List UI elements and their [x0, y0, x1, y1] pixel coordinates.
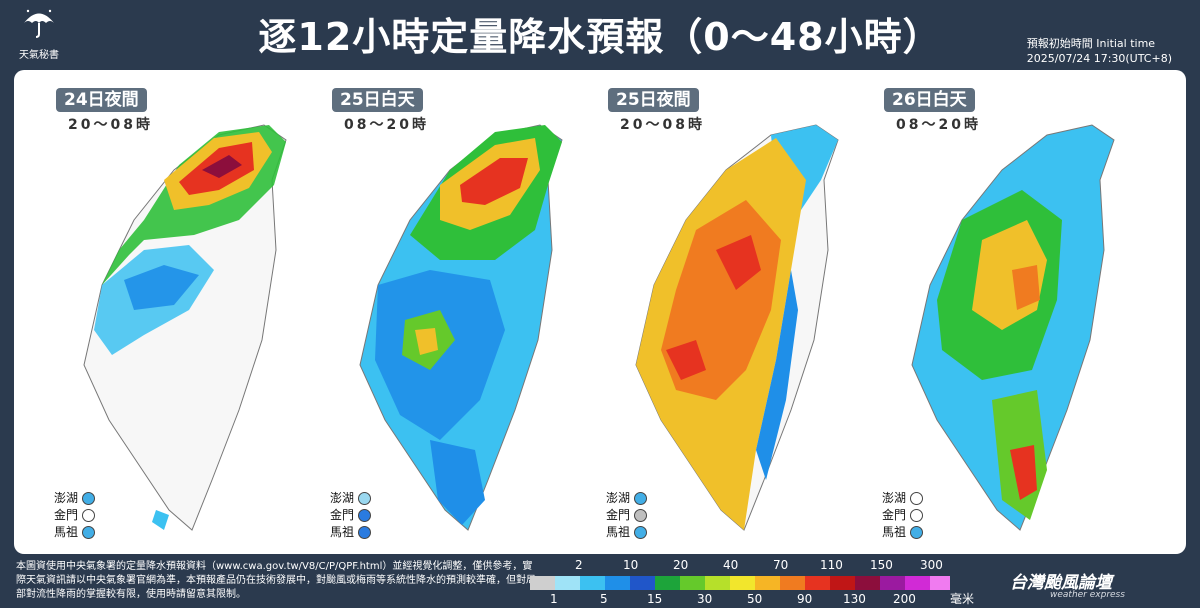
outlying-islands: 澎湖 金門 馬祖 — [54, 490, 96, 541]
map-panel: 24日夜間 20～08時 澎湖 金門 馬祖 25日白天 08～20時 — [14, 70, 1186, 554]
island-row: 澎湖 — [606, 490, 648, 507]
island-name: 澎湖 — [54, 491, 79, 505]
map-time: 20～08時 — [620, 117, 705, 133]
brand-name: 台灣颱風論壇 — [1010, 573, 1112, 593]
island-dot — [358, 526, 372, 539]
island-name: 金門 — [330, 508, 355, 522]
brand-sub: weather express — [1050, 590, 1125, 600]
disclaimer: 本圖資使用中央氣象署的定量降水預報資料（www.cwa.gov.tw/V8/C/… — [16, 561, 536, 600]
island-name: 馬祖 — [330, 525, 355, 539]
island-name: 澎湖 — [330, 491, 355, 505]
legend-bottom-label: 130 — [843, 592, 866, 606]
island-name: 金門 — [606, 508, 631, 522]
umbrella-icon — [24, 9, 54, 38]
island-row: 馬祖 — [606, 524, 648, 541]
island-row: 馬祖 — [330, 524, 372, 541]
island-name: 馬祖 — [54, 525, 79, 539]
legend-bottom-label: 50 — [747, 592, 763, 606]
island-name: 金門 — [882, 508, 907, 522]
island-name: 澎湖 — [606, 491, 631, 505]
island-row: 澎湖 — [54, 490, 96, 507]
logo: 天氣秘書 — [14, 6, 64, 64]
outlying-islands: 澎湖 金門 馬祖 — [882, 490, 924, 541]
island-row: 金門 — [882, 507, 924, 524]
island-dot — [910, 509, 924, 522]
legend-top-label: 2 — [575, 558, 583, 572]
header: 天氣秘書 逐12小時定量降水預報（0～48小時） 預報初始時間 Initial … — [0, 0, 1200, 70]
forecast-map-3: 25日夜間 20～08時 澎湖 金門 馬祖 — [566, 70, 841, 554]
legend-colorbar — [530, 576, 950, 590]
island-row: 金門 — [54, 507, 96, 524]
island-dot — [634, 492, 648, 505]
taiwan-rainfall-map — [83, 124, 287, 531]
forecast-map-1: 24日夜間 20～08時 澎湖 金門 馬祖 — [14, 70, 289, 554]
legend-top-label: 110 — [820, 558, 843, 572]
taiwan-rainfall-map — [911, 124, 1115, 531]
legend-bottom-label: 15 — [647, 592, 663, 606]
taiwan-rainfall-map — [359, 124, 563, 531]
legend-top-label: 20 — [673, 558, 689, 572]
island-name: 馬祖 — [606, 525, 631, 539]
legend-bottom-label: 90 — [797, 592, 813, 606]
legend-top-label: 150 — [870, 558, 893, 572]
initial-time-value: 2025/07/24 17:30(UTC+8) — [1026, 52, 1172, 65]
legend-unit: 毫米 — [950, 592, 975, 606]
legend-top-label: 70 — [773, 558, 789, 572]
island-name: 澎湖 — [882, 491, 907, 505]
island-name: 馬祖 — [882, 525, 907, 539]
map-date: 26日白天 — [884, 88, 975, 112]
island-row: 澎湖 — [330, 490, 372, 507]
legend-bottom-label: 5 — [600, 592, 608, 606]
map-time: 20～08時 — [68, 117, 153, 133]
map-date: 25日白天 — [332, 88, 423, 112]
map-date: 25日夜間 — [608, 88, 699, 112]
island-dot — [82, 509, 96, 522]
taiwan-rainfall-map — [635, 124, 839, 531]
map-date: 24日夜間 — [56, 88, 147, 112]
outlying-islands: 澎湖 金門 馬祖 — [330, 490, 372, 541]
island-dot — [358, 509, 372, 522]
legend-top-label: 10 — [623, 558, 639, 572]
forecast-map-4: 26日白天 08～20時 澎湖 金門 馬祖 — [842, 70, 1117, 554]
island-row: 澎湖 — [882, 490, 924, 507]
outlying-islands: 澎湖 金門 馬祖 — [606, 490, 648, 541]
page-title: 逐12小時定量降水預報（0～48小時） — [258, 15, 942, 59]
map-time: 08～20時 — [896, 117, 981, 133]
legend-top-label: 300 — [920, 558, 943, 572]
legend-top-label: 40 — [723, 558, 739, 572]
initial-time-label: 預報初始時間 Initial time — [1026, 37, 1156, 50]
legend-bottom-label: 30 — [697, 592, 713, 606]
island-dot — [82, 492, 96, 505]
initial-time: 預報初始時間 Initial time 2025/07/24 17:30(UTC… — [1027, 36, 1172, 66]
island-dot — [358, 492, 372, 505]
forecast-map-2: 25日白天 08～20時 澎湖 金門 馬祖 — [290, 70, 565, 554]
island-row: 金門 — [330, 507, 372, 524]
island-dot — [910, 526, 924, 539]
map-time: 08～20時 — [344, 117, 429, 133]
legend-bottom-label: 1 — [550, 592, 558, 606]
legend-bottom-label: 200 — [893, 592, 916, 606]
island-dot — [82, 526, 96, 539]
rainfall-legend: 2 10 20 40 70 110 150 300 1 5 15 30 50 9… — [530, 556, 990, 606]
island-dot — [910, 492, 924, 505]
island-row: 馬祖 — [882, 524, 924, 541]
logo-text: 天氣秘書 — [19, 50, 59, 61]
footer: 本圖資使用中央氣象署的定量降水預報資料（www.cwa.gov.tw/V8/C/… — [0, 554, 1200, 608]
island-row: 馬祖 — [54, 524, 96, 541]
island-dot — [634, 526, 648, 539]
island-name: 金門 — [54, 508, 79, 522]
island-row: 金門 — [606, 507, 648, 524]
island-dot — [634, 509, 648, 522]
